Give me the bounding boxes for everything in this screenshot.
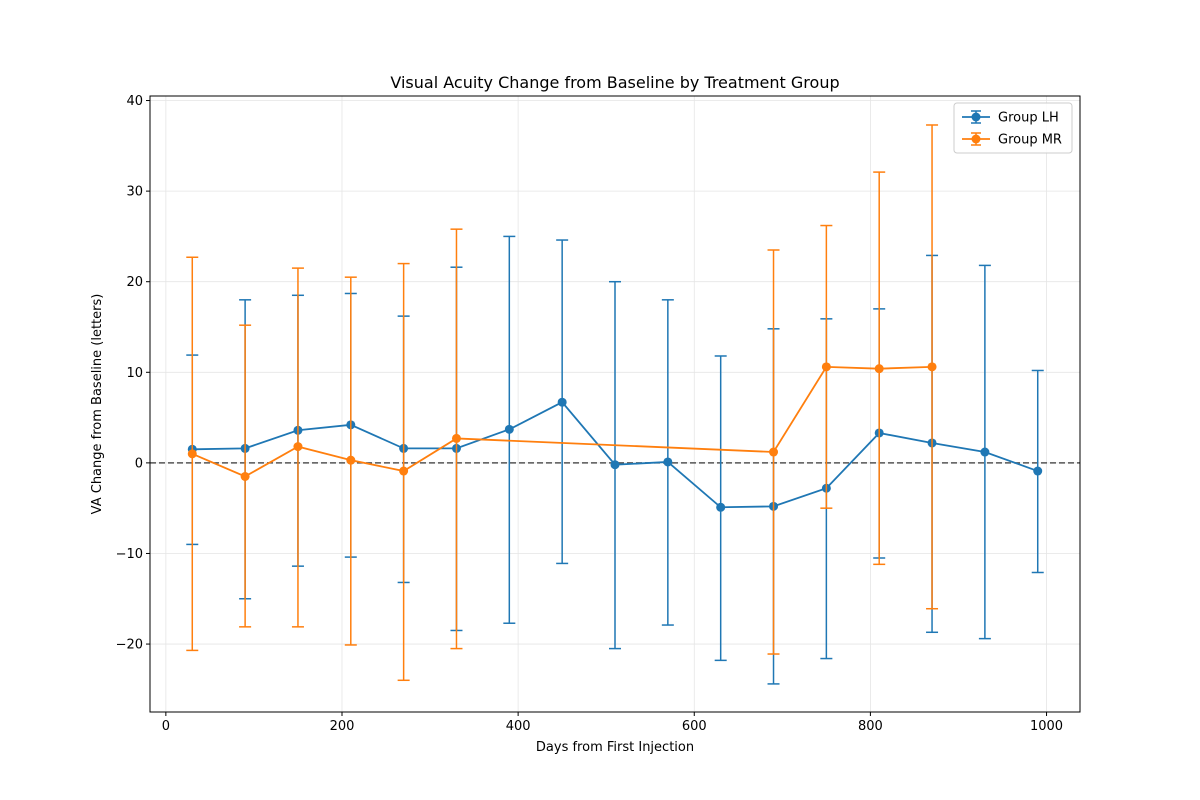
plot-frame: [149, 95, 1081, 713]
legend: Group LH Group MR: [953, 102, 1073, 154]
data-point: [663, 457, 673, 467]
series-line: [191, 365, 933, 478]
y-tick-label: 30: [126, 185, 143, 200]
x-tick-label: 0: [162, 719, 170, 734]
y-tick-label: −10: [116, 547, 143, 562]
data-point: [557, 397, 567, 407]
legend-marker: [971, 134, 981, 144]
series-layer: [186, 124, 1044, 685]
data-point: [451, 433, 461, 443]
data-point: [980, 447, 990, 457]
chart-title: Visual Acuity Change from Baseline by Tr…: [390, 73, 839, 92]
data-point: [1033, 466, 1043, 476]
data-point: [504, 424, 514, 434]
x-tick-label: 200: [330, 719, 355, 734]
axis-ticks: 0 200 400 600 800 1000 −20 −10 0 10 20 30 40: [116, 94, 1064, 734]
y-tick-label: 0: [135, 456, 143, 471]
x-tick-label: 800: [858, 719, 883, 734]
x-tick-label: 400: [506, 719, 531, 734]
x-tick-label: 600: [682, 719, 707, 734]
data-point: [821, 362, 831, 372]
y-tick-label: 20: [126, 275, 143, 290]
y-tick-label: 40: [126, 94, 143, 109]
data-point: [399, 466, 409, 476]
y-tick-label: −20: [116, 638, 143, 653]
data-point: [240, 471, 250, 481]
data-point: [187, 449, 197, 459]
data-point: [610, 460, 620, 470]
series-1: [186, 124, 939, 682]
data-point: [927, 362, 937, 372]
x-tick-label: 1000: [1030, 719, 1063, 734]
y-tick-label: 10: [126, 366, 143, 381]
data-point: [293, 442, 303, 452]
data-point: [874, 364, 884, 374]
x-axis-label: Days from First Injection: [536, 740, 694, 755]
legend-box: [953, 102, 1073, 154]
legend-label: Group MR: [998, 133, 1062, 148]
legend-marker: [971, 112, 981, 122]
data-point: [716, 502, 726, 512]
y-axis-label: VA Change from Baseline (letters): [90, 294, 105, 515]
data-point: [346, 455, 356, 465]
legend-label: Group LH: [998, 111, 1059, 126]
data-point: [769, 447, 779, 457]
